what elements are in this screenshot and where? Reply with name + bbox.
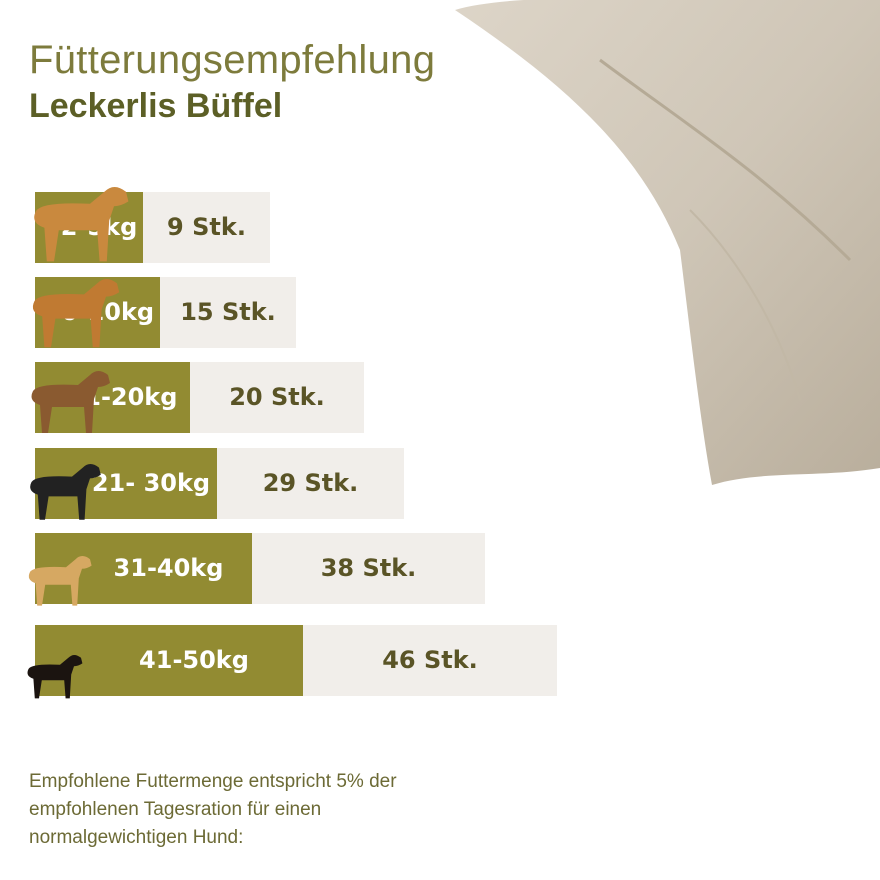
weight-label: 41-50kg bbox=[139, 646, 249, 674]
row: 31-40kg 38 Stk. bbox=[35, 533, 485, 604]
dog-icon bbox=[31, 371, 110, 433]
amount-label: 9 Stk. bbox=[167, 213, 246, 241]
amount-label: 29 Stk. bbox=[262, 469, 359, 497]
weight-label: 31-40kg bbox=[113, 554, 224, 582]
row: 41-50kg 46 Stk. bbox=[35, 625, 557, 696]
dog-icon bbox=[27, 655, 83, 699]
amount-label: 15 Stk. bbox=[180, 298, 276, 326]
row: 21- 30kg 29 Stk. bbox=[35, 448, 404, 519]
dog-icon bbox=[30, 464, 101, 520]
footnote-line: empfohlenen Tagesration für einen bbox=[29, 799, 322, 820]
footnote-line: Empfohlene Futtermenge entspricht 5% der bbox=[29, 771, 397, 792]
weight-label: 21- 30kg bbox=[91, 469, 211, 497]
dog-icon bbox=[34, 187, 129, 262]
title: Fütterungsempfehlung bbox=[29, 38, 436, 82]
amount-label: 20 Stk. bbox=[229, 383, 325, 411]
footnote-line: normalgewichtigen Hund: bbox=[29, 827, 244, 848]
subtitle: Leckerlis Büffel bbox=[29, 87, 283, 125]
amount-label: 46 Stk. bbox=[382, 646, 478, 674]
dog-icon bbox=[32, 279, 120, 348]
footnote: Empfohlene Futtermenge entspricht 5% der… bbox=[29, 768, 397, 852]
amount-label: 38 Stk. bbox=[320, 554, 417, 582]
dog-icon bbox=[28, 556, 92, 606]
